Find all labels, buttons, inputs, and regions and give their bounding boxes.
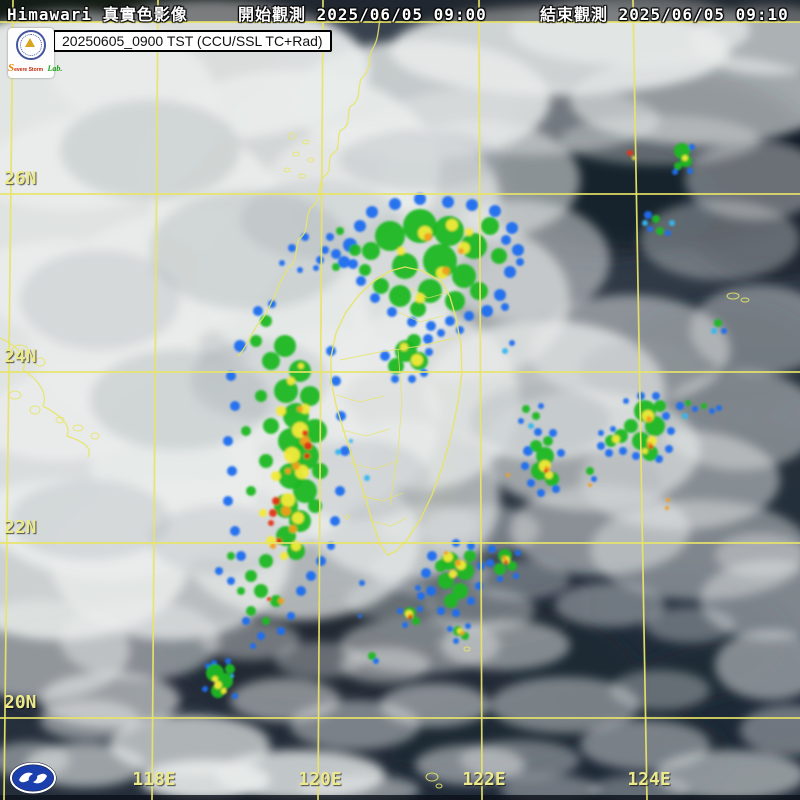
product-title: Himawari 真實色影像: [7, 5, 188, 24]
latitude-label-24n: 24N: [4, 346, 37, 367]
timestamp-label: 20250605_0900 TST (CCU/SSL TC+Rad): [53, 30, 332, 52]
start-time-caption: 開始觀測 2025/06/05 09:00: [238, 5, 487, 24]
end-time-caption: 結束觀測 2025/06/05 09:10: [540, 5, 789, 24]
longitude-label-122e: 122E: [462, 769, 506, 790]
sslab-wordmark: Severe Storm Lab.: [8, 62, 62, 74]
sslab-initial: S: [8, 62, 15, 74]
sslab-lab-text: Lab.: [47, 64, 63, 73]
ccu-sslab-logo: Severe Storm Lab.: [8, 28, 62, 78]
longitude-label-118e: 118E: [132, 769, 176, 790]
sslab-text: evere Storm: [14, 67, 44, 73]
university-seal-icon: [16, 30, 46, 60]
latitude-label-26n: 26N: [4, 168, 37, 189]
weather-bureau-swirl-logo: [9, 762, 57, 794]
swirl-glyph-left: [19, 772, 33, 783]
longitude-label-120e: 120E: [298, 769, 342, 790]
latitude-label-22n: 22N: [4, 517, 37, 538]
swirl-glyph-right: [33, 773, 47, 784]
longitude-label-124e: 124E: [627, 769, 671, 790]
latitude-label-20n: 20N: [4, 692, 37, 713]
